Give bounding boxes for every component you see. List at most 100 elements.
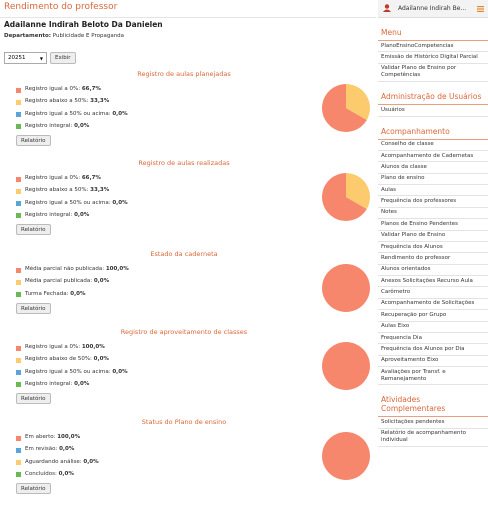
legend-label: Média parcial não publicada: [25,266,105,272]
legend-label: Em revisão: [25,446,58,453]
menu-item[interactable]: Rendimento do professor [378,253,488,265]
menu-item[interactable]: Frequência dos Alunos por Dia [378,344,488,356]
menu-item[interactable]: Solicitações pendentes [378,417,488,429]
menu-item[interactable]: Alunos orientados [378,265,488,276]
menu-item[interactable]: Acompanhamento de Cadernetas [378,151,488,163]
report-button[interactable]: Relatório [16,482,51,494]
legend-item: Registro integral: 0,0% [25,381,89,387]
legend-swatch [16,345,21,351]
report-button[interactable]: Relatório [16,302,51,314]
legend-swatch [16,188,21,194]
legend-item: Registro igual a 0%: 66,7% [25,175,101,181]
department: Departamento: Publicidade E Propaganda [4,33,124,39]
menu-item[interactable]: Frequência dos Alunos [378,242,488,254]
legend-label: Registro igual a 0%: [25,86,81,92]
menu-item[interactable]: Conselho de classe [378,140,488,151]
legend-label: Registro igual a 0%: [25,344,81,350]
section-title: Status do Plano de ensino [141,418,227,426]
menu-item[interactable]: Recuperação por Grupo [378,310,488,322]
period-value: 20251 [8,55,26,61]
legend-item: Aguardando análise: 0,0% [25,459,99,465]
legend-label: Registro integral: [25,211,73,218]
period-select[interactable]: 20251 ▼ [4,52,47,64]
legend-item: Registro igual a 50% ou acima: 0,0% [25,111,128,117]
pie-chart [322,432,370,480]
legend-swatch [16,267,21,273]
legend-value: 100,0% [81,344,105,350]
menu-item[interactable]: Carômetro [378,287,488,299]
legend-item: Registro integral: 0,0% [25,212,89,218]
legend-label: Registro igual a 50% ou acima: [25,110,111,117]
legend-item: Registro igual a 0%: 66,7% [25,86,101,92]
menu-item[interactable]: Avaliações por Transf. e Remanejamento [378,367,488,386]
menu-icon[interactable] [477,6,484,12]
teacher-name: Adailanne Indirah Beloto Da Danielen [4,20,163,29]
menu-item[interactable]: Validar Plano de Ensino [378,231,488,242]
menu-item[interactable]: Frequência dos professores [378,196,488,208]
legend-label: Registro integral: [25,122,73,129]
menu-item[interactable]: Aulas [378,185,488,197]
menu-item[interactable]: Emissão de Histórico Digital Parcial [378,52,488,64]
show-button[interactable]: Exibir [50,52,76,64]
legend-label: Registro igual a 50% ou acima: [25,199,111,206]
report-button[interactable]: Relatório [16,392,51,404]
pie-slice [322,264,370,312]
menu-item[interactable]: Plano de ensino [378,174,488,185]
legend-swatch [16,87,21,93]
menu-item[interactable]: Frequencia Dia [378,333,488,345]
legend-swatch [16,472,21,478]
legend-swatch [16,357,21,363]
pie-chart [322,264,370,312]
menu-item[interactable]: Notes [378,208,488,220]
sidebar: Adailanne Indirah Be... Menu PlanoEnsinoC… [378,0,488,513]
pie-slice [322,342,370,390]
user-name: Adailanne Indirah Be... [398,5,467,12]
legend-swatch [16,99,21,105]
legend-swatch [16,112,21,118]
menu-item[interactable]: Validar Plano de Ensino por Competências [378,64,488,83]
legend-item: Concluídos: 0,0% [25,471,74,477]
main-panel: Rendimento do professor Adailanne Indira… [0,2,376,494]
legend-label: Aguardando análise: [25,458,82,465]
menu-item[interactable]: Acompanhamento de Solicitações [378,299,488,311]
legend-swatch [16,213,21,219]
menu-item[interactable]: Alunos da classe [378,162,488,174]
menu-item[interactable]: Aproveitamento Eixo [378,356,488,367]
legend-swatch [16,370,21,376]
menu-item[interactable]: Relatório de acompanhamento individual [378,429,488,448]
user-header[interactable]: Adailanne Indirah Be... [378,0,488,18]
legend-value: 0,0% [93,356,109,363]
legend-value: 66,7% [81,175,101,181]
pie-chart [322,173,370,221]
legend-value: 0,0% [93,278,110,285]
menu-item[interactable]: Anexos Solicitações Recurso Aula [378,276,488,288]
legend-label: Média parcial publicada: [25,278,93,285]
pie-slice [322,173,367,221]
legend-value: 100,0% [105,266,129,272]
legend-label: Registro igual a 50% ou acima: [25,368,111,375]
section-title: Estado da caderneta [150,250,218,258]
legend-swatch [16,279,21,285]
menu-item[interactable]: Planos de Ensino Pendentes [378,219,488,231]
legend-swatch [16,382,21,388]
legend-swatch [16,435,21,441]
legend-item: Registro igual a 50% ou acima: 0,0% [25,200,128,206]
page-title: Rendimento do professor [4,2,118,12]
legend-label: Turma Fechada: [25,290,69,297]
pie-slice [346,84,370,120]
legend-value: 0,0% [112,368,128,375]
legend-value: 100,0% [57,434,81,440]
menu-group-title: Acompanhamento [378,127,488,140]
menu-item[interactable]: PlanoEnsinoCompetencias [378,41,488,53]
department-label: Departamento: [4,33,51,39]
section-title: Registro de aulas realizadas [138,159,230,167]
menu-group-title: Administração de Usuários [378,92,488,106]
section-title: Registro de aulas planejadas [137,70,231,78]
pie-slice [322,432,370,480]
report-button[interactable]: Relatório [16,223,51,235]
legend-swatch [16,201,21,207]
menu-item[interactable]: Aulas Eixo [378,322,488,333]
report-button[interactable]: Relatório [16,134,51,146]
divider [0,17,376,18]
menu-item[interactable]: Usuários [378,105,488,117]
